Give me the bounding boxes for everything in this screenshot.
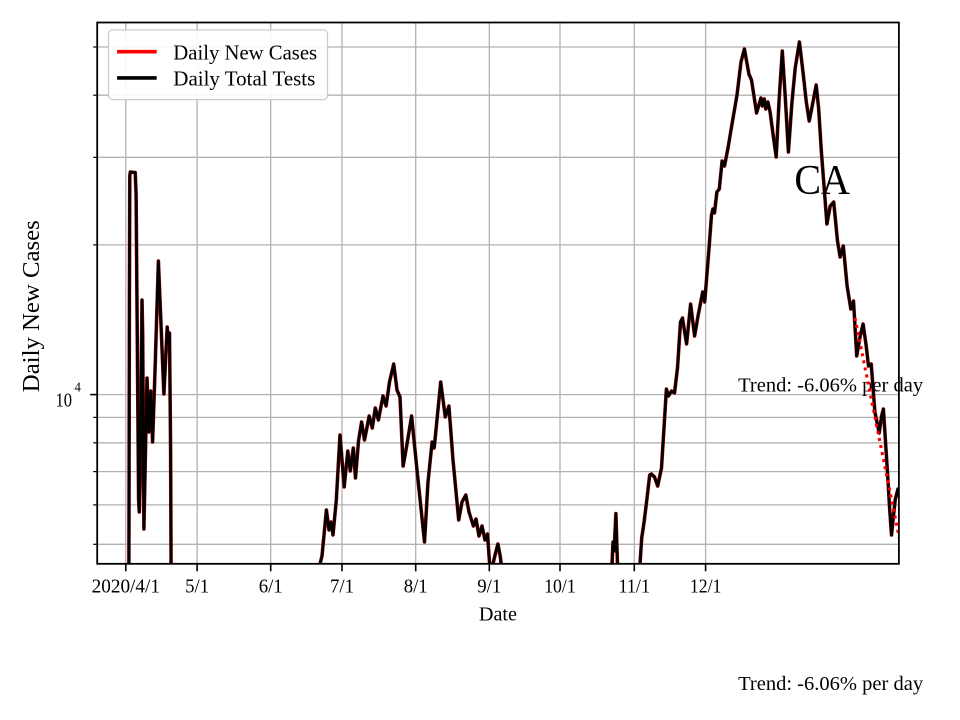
svg-text:Daily New Cases: Daily New Cases: [173, 40, 317, 64]
svg-text:Trend: -6.06% per day: Trend: -6.06% per day: [738, 375, 924, 397]
svg-text:10/1: 10/1: [544, 575, 576, 597]
svg-text:7/1: 7/1: [330, 575, 354, 597]
svg-text:10: 10: [56, 390, 73, 412]
svg-text:5/1: 5/1: [185, 575, 209, 597]
svg-text:Date: Date: [479, 604, 517, 626]
svg-text:8/1: 8/1: [404, 575, 428, 597]
svg-text:Daily Total Tests: Daily Total Tests: [173, 67, 315, 91]
svg-text:Trend: -6.06% per day: Trend: -6.06% per day: [738, 673, 924, 695]
svg-text:2020/4/1: 2020/4/1: [92, 575, 160, 597]
svg-text:6/1: 6/1: [259, 575, 283, 597]
svg-text:4: 4: [75, 381, 81, 396]
svg-text:Daily New Cases: Daily New Cases: [18, 220, 45, 392]
svg-text:12/1: 12/1: [690, 575, 722, 597]
svg-text:11/1: 11/1: [619, 575, 651, 597]
svg-text:9/1: 9/1: [477, 575, 501, 597]
